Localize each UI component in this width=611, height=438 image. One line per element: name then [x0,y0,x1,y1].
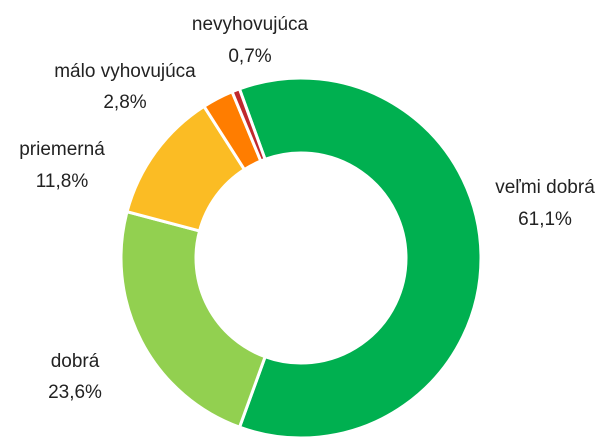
donut-slice [230,86,268,163]
slice-label: málo vyhovujúca [54,61,196,82]
slice-label: veľmi dobrá [495,177,595,198]
slice-label: nevyhovujúca [192,14,309,35]
slice-value-label: 23,6% [48,382,102,403]
donut-slice [237,76,483,438]
slice-value-label: 0,7% [228,46,271,67]
slice-value-label: 11,8% [36,171,89,192]
slice-value-label: 61,1% [518,209,572,230]
slice-label: priemerná [19,139,105,160]
donut-slice [119,209,268,430]
slice-value-label: 2,8% [103,92,146,113]
slice-label: dobrá [51,351,100,372]
